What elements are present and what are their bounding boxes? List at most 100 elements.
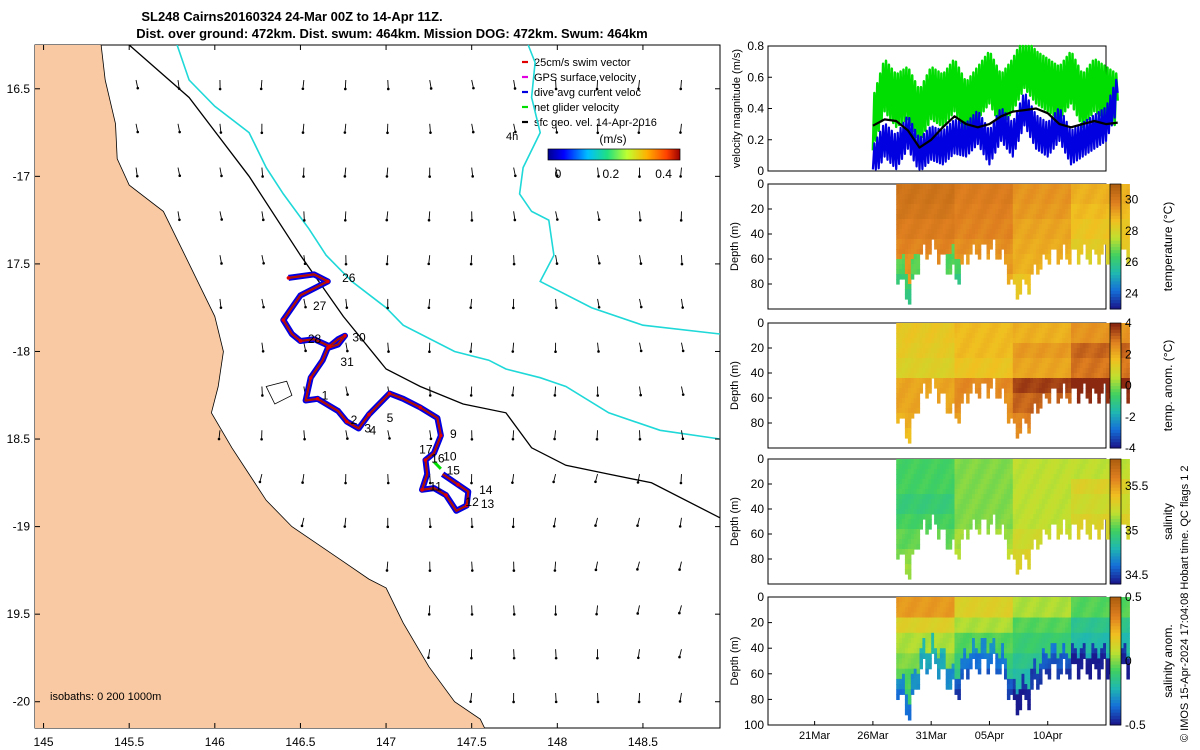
heatmap-cell [986,249,991,255]
heatmap-cell [1041,323,1046,329]
arrow-head [385,218,389,222]
arrow-head [511,437,515,441]
heatmap-cell [1027,393,1031,399]
heatmap-cell [995,348,999,354]
heatmap-cell [1012,479,1017,485]
heatmap-cell [937,638,941,644]
heatmap-cell [1097,358,1101,364]
heatmap-cell [1068,189,1072,195]
heatmap-cell [907,459,912,465]
heatmap-cell [904,343,909,349]
heatmap-cell [1123,489,1128,495]
arrow-shaft [597,342,599,352]
heatmap-cell [907,574,912,580]
heatmap-cell [1079,494,1084,500]
heatmap-cell [939,479,944,485]
heatmap-cell [954,388,959,394]
arrow-shaft [177,79,180,89]
heatmap-cell [925,333,929,339]
heatmap-cell [919,658,924,665]
heatmap-cell [983,464,988,470]
heatmap-cell [904,643,909,649]
heatmap-cell [1053,343,1058,349]
heatmap-cell [1085,229,1090,235]
heatmap-cell [989,489,993,495]
heatmap-cell [1018,529,1023,535]
velocity-arrow [470,605,474,616]
heatmap-cell [1100,469,1104,475]
heatmap-cell [986,479,991,485]
heatmap-cell [1091,219,1095,225]
arrow-shaft [637,517,640,526]
heatmap-cell [1030,229,1034,235]
arrow-shaft [345,298,348,308]
heatmap-cell [1123,353,1128,359]
heatmap-cell [1071,214,1075,220]
arrow-head [261,175,264,178]
arrow-head [598,261,601,265]
heatmap-cell [904,289,909,295]
arrow-shaft [429,79,432,89]
heatmap-cell [1047,529,1052,535]
heatmap-cell [939,204,944,210]
heatmap-cell [1039,209,1043,215]
heatmap-cell [1120,343,1125,349]
heatmap-cell [1004,199,1008,205]
heatmap-cell [1065,383,1069,389]
heatmap-cell [1015,269,1020,275]
heatmap-cell [1071,219,1075,225]
heatmap-cell [974,194,979,200]
heatmap-cell [945,259,950,265]
heatmap-cell [1062,214,1066,220]
heatmap-cell [951,653,956,660]
arrow-shaft [303,298,306,308]
heatmap-cell [1100,484,1104,490]
arrow-shaft [638,79,640,89]
heatmap-cell [1120,464,1125,470]
heatmap-cell [1009,408,1014,414]
arrow-head [512,262,516,266]
heatmap-cell [1009,219,1014,225]
heatmap-cell [925,474,929,480]
heatmap-cell [904,378,909,384]
heatmap-cell [966,509,970,515]
heatmap-cell [931,209,935,215]
heatmap-cell [896,612,900,619]
heatmap-cell [1039,204,1043,210]
heatmap-cell [1120,484,1125,490]
heatmap-cell [904,363,909,369]
heatmap-cell [1082,378,1087,384]
heatmap-cell [902,264,906,270]
heatmap-cell [1044,353,1049,359]
heatmap-cell [1012,363,1017,369]
heatmap-cell [1041,378,1046,384]
heatmap-cell [1039,333,1043,339]
heatmap-cell [1050,494,1055,500]
heatmap-cell [1076,184,1081,190]
heatmap-cell [1062,333,1066,339]
heatmap-cell [916,534,921,540]
heatmap-cell [910,328,915,334]
heatmap-cell [1053,378,1058,384]
heatmap-cell [1120,234,1125,240]
heatmap-cell [896,474,900,480]
heatmap-cell [1012,459,1017,465]
heatmap-cell [948,509,953,515]
heatmap-cell [899,474,903,480]
heatmap-cell [1050,509,1055,515]
heatmap-cell [945,383,950,389]
heatmap-cell [1056,489,1061,495]
heatmap-cell [937,597,941,603]
heatmap-cell [1076,388,1081,394]
isobath-200m [176,45,720,440]
arrow-head [678,568,681,571]
heatmap-cell [1044,393,1049,399]
heatmap-cell [1120,214,1125,220]
heatmap-cell [1001,328,1005,334]
heatmap-cell [969,514,973,520]
heatmap-cell [986,224,991,230]
heatmap-cell [948,353,953,359]
heatmap-cell [1073,343,1078,349]
heatmap-cell [1097,534,1101,540]
heatmap-cell [939,519,944,525]
